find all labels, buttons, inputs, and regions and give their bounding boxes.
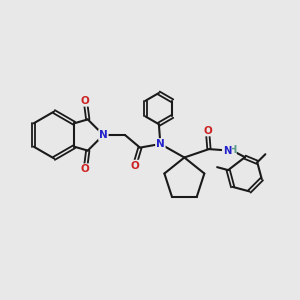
Text: N: N — [223, 146, 231, 156]
Text: O: O — [81, 164, 90, 174]
Text: H: H — [228, 145, 236, 155]
Text: N: N — [99, 130, 108, 140]
Text: O: O — [130, 160, 139, 171]
Text: O: O — [203, 125, 212, 136]
Text: N: N — [156, 139, 165, 149]
Text: O: O — [81, 96, 90, 106]
